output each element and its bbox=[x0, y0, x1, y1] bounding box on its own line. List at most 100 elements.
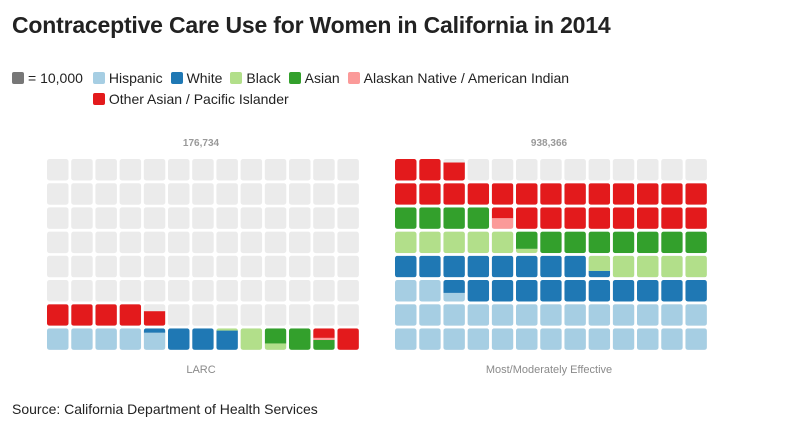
waffle-segment-other-asian-pacific-islander bbox=[491, 207, 514, 219]
waffle-segment-black bbox=[491, 231, 514, 254]
waffle-cell bbox=[240, 304, 263, 326]
waffle-segment-hispanic bbox=[491, 304, 514, 326]
waffle-segment-white bbox=[540, 255, 562, 278]
waffle-cell-background bbox=[337, 159, 359, 181]
waffle-segment-hispanic bbox=[540, 304, 562, 326]
waffle-cell bbox=[264, 328, 287, 350]
waffle-cell bbox=[47, 207, 69, 229]
waffle-cell bbox=[612, 207, 635, 229]
waffle-cell bbox=[264, 207, 287, 229]
waffle-cell bbox=[540, 207, 562, 229]
waffle-cell bbox=[240, 328, 263, 350]
waffle-cell bbox=[47, 255, 69, 278]
waffle-cell bbox=[564, 231, 586, 254]
legend-swatch-hispanic bbox=[92, 72, 105, 84]
waffle-segment-other-asian-pacific-islander bbox=[119, 304, 142, 326]
waffle-cell bbox=[337, 183, 359, 205]
legend-label-black: Black bbox=[246, 70, 281, 86]
waffle-cell bbox=[516, 231, 538, 254]
waffle-cell bbox=[119, 183, 142, 205]
waffle-cell-background bbox=[289, 207, 311, 229]
waffle-cell-background bbox=[588, 159, 611, 181]
waffle-segment-white bbox=[491, 255, 514, 278]
waffle-cell bbox=[685, 207, 707, 229]
waffle-cell bbox=[516, 328, 538, 350]
waffle-cell-background bbox=[119, 183, 142, 205]
waffle-segment-other-asian-pacific-islander bbox=[395, 183, 417, 205]
waffle-segment-other-asian-pacific-islander bbox=[540, 207, 562, 229]
waffle-cell bbox=[71, 255, 93, 278]
waffle-segment-other-asian-pacific-islander bbox=[443, 183, 465, 205]
waffle-cell bbox=[564, 328, 586, 350]
waffle-cell-background bbox=[47, 207, 69, 229]
waffle-cell bbox=[71, 207, 93, 229]
waffle-cell bbox=[119, 255, 142, 278]
waffle-cell bbox=[637, 231, 659, 254]
legend-item-asian[interactable]: Asian bbox=[288, 68, 340, 88]
waffle-cell bbox=[313, 255, 335, 278]
waffle-cell-background bbox=[192, 255, 214, 278]
waffle-cell-background bbox=[143, 280, 166, 302]
waffle-cell bbox=[289, 183, 311, 205]
waffle-cell bbox=[637, 280, 659, 302]
waffle-segment-white bbox=[467, 255, 490, 278]
waffle-cell bbox=[168, 159, 190, 181]
waffle-cell bbox=[540, 304, 562, 326]
waffle-cell-background bbox=[264, 207, 287, 229]
legend-item-other-asian[interactable]: Other Asian / Pacific Islander bbox=[92, 89, 289, 109]
legend-item-hispanic[interactable]: Hispanic bbox=[92, 68, 163, 88]
waffle-segment-asian bbox=[637, 231, 659, 254]
waffle-cell bbox=[491, 159, 514, 181]
waffle-segment-hispanic bbox=[564, 304, 586, 326]
legend-item-alaskan-native[interactable]: Alaskan Native / American Indian bbox=[347, 68, 569, 88]
waffle-cell bbox=[71, 159, 93, 181]
waffle-cell bbox=[491, 328, 514, 350]
waffle-cell bbox=[143, 231, 166, 254]
waffle-cell bbox=[119, 159, 142, 181]
waffle-cell bbox=[264, 183, 287, 205]
waffle-cell bbox=[192, 280, 214, 302]
legend-item-white[interactable]: White bbox=[170, 68, 222, 88]
waffle-cell bbox=[516, 304, 538, 326]
waffle-segment-asian bbox=[612, 231, 635, 254]
waffle-segment-other-asian-pacific-islander bbox=[337, 328, 359, 350]
waffle-cell-background bbox=[95, 280, 117, 302]
waffle-cell bbox=[443, 255, 465, 278]
waffle-cell bbox=[119, 231, 142, 254]
legend-item-black[interactable]: Black bbox=[230, 68, 281, 88]
waffle-cell bbox=[685, 304, 707, 326]
waffle-cell bbox=[143, 328, 166, 350]
waffle-cell bbox=[637, 159, 659, 181]
waffle-cell-background bbox=[216, 255, 238, 278]
waffle-cell bbox=[143, 304, 166, 326]
waffle-cell-background bbox=[143, 207, 166, 229]
waffle-cell bbox=[467, 255, 490, 278]
waffle-segment-hispanic bbox=[637, 304, 659, 326]
waffle-segment-white bbox=[168, 328, 190, 350]
waffle-cell bbox=[313, 159, 335, 181]
waffle-cell bbox=[192, 183, 214, 205]
waffle-cell bbox=[119, 304, 142, 326]
waffle-segment-asian bbox=[443, 207, 465, 229]
waffle-segment-hispanic bbox=[47, 328, 69, 350]
waffle-cell bbox=[289, 159, 311, 181]
waffle-cell-background bbox=[168, 231, 190, 254]
waffle-cell-background bbox=[192, 231, 214, 254]
waffle-cell bbox=[443, 304, 465, 326]
waffle-cell bbox=[143, 280, 166, 302]
waffle-cell bbox=[612, 159, 635, 181]
waffle-cell bbox=[313, 304, 335, 326]
waffle-cell-background bbox=[216, 159, 238, 181]
waffle-segment-other-asian-pacific-islander bbox=[612, 183, 635, 205]
waffle-segment-white bbox=[540, 280, 562, 302]
waffle-segment-hispanic bbox=[395, 280, 417, 302]
waffle-segment-asian bbox=[516, 231, 538, 249]
waffle-cell bbox=[467, 304, 490, 326]
waffle-cell-background bbox=[95, 231, 117, 254]
waffle-cell-background bbox=[95, 159, 117, 181]
waffle-segment-white bbox=[192, 328, 214, 350]
unit-swatch bbox=[12, 72, 24, 84]
waffle-cell-background bbox=[313, 304, 335, 326]
waffle-segment-other-asian-pacific-islander bbox=[564, 183, 586, 205]
waffle-cell-background bbox=[467, 159, 490, 181]
